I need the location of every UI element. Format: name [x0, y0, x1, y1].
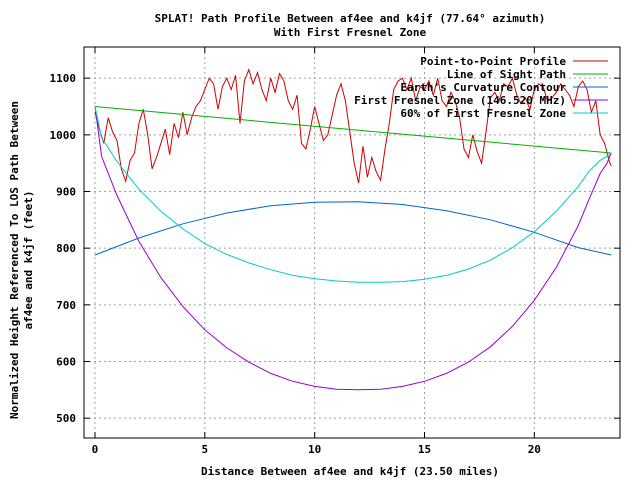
legend-entry-label: Earth's Curvature Contour: [400, 81, 566, 94]
legend-entry-label: Line of Sight Path: [447, 68, 566, 81]
legend-entry-label: First Fresnel Zone (146.520 MHz): [354, 94, 566, 107]
legend-entry-label: 60% of First Fresnel Zone: [400, 107, 566, 120]
series-fresnel-zone-60: [94, 106, 612, 283]
y-tick-label: 1000: [50, 129, 77, 142]
y-tick-label: 900: [56, 186, 76, 199]
y-axis: 500 600 700 800 900 1000 1100: [50, 72, 620, 425]
series-fresnel-zone: [94, 106, 612, 391]
x-tick-label: 20: [528, 443, 541, 456]
y-tick-label: 500: [56, 412, 76, 425]
x-tick-label: 15: [418, 443, 431, 456]
series-line-of-sight: [94, 106, 612, 154]
y-tick-label: 1100: [50, 72, 77, 85]
y-axis-label-line1: Normalized Height Referenced To LOS Path…: [8, 101, 21, 419]
x-axis-label: Distance Between af4ee and k4jf (23.50 m…: [201, 465, 499, 478]
x-tick-label: 0: [92, 443, 99, 456]
plot-area: [83, 46, 621, 439]
chart-subtitle: With First Fresnel Zone: [274, 26, 427, 39]
x-axis: 0 5 10 15 20: [92, 47, 541, 456]
y-tick-label: 800: [56, 242, 76, 255]
y-axis-label-line2: af4ee and k4jf (feet): [22, 190, 35, 329]
x-tick-label: 10: [308, 443, 321, 456]
series-profile-line: [94, 68, 612, 184]
x-tick-label: 5: [202, 443, 209, 456]
series-earth-curvature: [94, 201, 612, 256]
chart-title: SPLAT! Path Profile Between af4ee and k4…: [155, 12, 546, 25]
y-tick-label: 600: [56, 356, 76, 369]
y-tick-label: 700: [56, 299, 76, 312]
legend-entry-label: Point-to-Point Profile: [420, 55, 566, 68]
series-layer: [94, 68, 612, 391]
